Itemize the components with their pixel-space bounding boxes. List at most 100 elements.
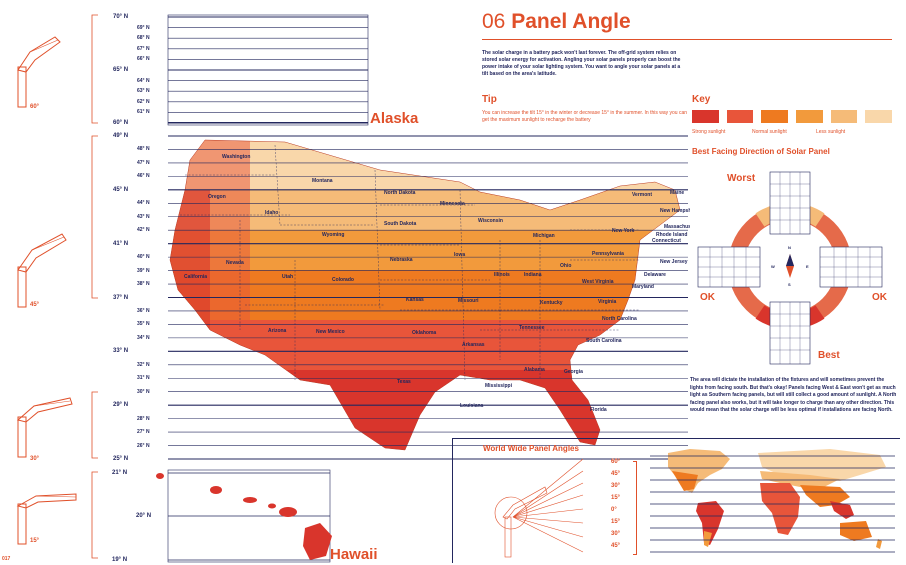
tip-text: You can increase the tilt 15° in the win… (482, 110, 688, 123)
worldwide-angle-diagram (494, 458, 584, 558)
us-lat-label: 44° N (137, 200, 150, 207)
state-label: Arizona (268, 328, 287, 334)
us-lat-label: 34° N (137, 334, 150, 341)
world-map (650, 449, 895, 553)
state-label: Florida (590, 407, 607, 413)
compass-e: E (806, 264, 809, 269)
alaska-label: Alaska (370, 110, 419, 127)
state-label: Utah (282, 274, 293, 280)
angle-label-60: 60° (30, 104, 40, 110)
state-label: Georgia (564, 369, 583, 375)
us-lat-label: 47° N (137, 159, 150, 166)
state-label: Nevada (226, 260, 244, 266)
state-label: Mississippi (485, 383, 513, 389)
alaska-lat-label: 69° N (137, 24, 150, 31)
worldwide-lat-label: 0° (611, 507, 617, 513)
state-label: Indiana (524, 272, 542, 278)
state-label: Connecticut (652, 238, 681, 244)
worldwide-heading: World Wide Panel Angles (483, 444, 579, 453)
title-number: 06 (482, 10, 506, 33)
key-swatch (761, 110, 789, 123)
usa-map: Washington Oregon California Idaho Nevada Mon… (168, 135, 690, 460)
us-lat-label: 36° N (137, 307, 150, 314)
compass-w: W (771, 264, 775, 269)
state-label: Louisiana (460, 403, 484, 409)
hawaii-lat-19: 19° N (112, 557, 128, 563)
state-label: Vermont (632, 192, 652, 198)
state-label: Wisconsin (478, 218, 503, 224)
compass-n: N (788, 245, 791, 250)
state-label: Colorado (332, 277, 354, 283)
worldwide-lat-label: 45° (611, 543, 621, 549)
key-label-strong: Strong sunlight (692, 129, 726, 135)
alaska-lat-label: 63° N (137, 88, 150, 95)
state-label: New York (612, 228, 635, 234)
key-swatches (692, 110, 893, 124)
us-lat-label: 37° N (113, 294, 129, 301)
usa-panel: Washington Oregon California Idaho Nevada Mon… (100, 130, 690, 470)
state-label: Delaware (644, 272, 666, 278)
angle-label-15: 15° (30, 538, 40, 544)
key-swatch (796, 110, 823, 123)
state-label: New Jersey (660, 259, 688, 265)
state-label: California (184, 274, 207, 280)
key-swatch (692, 110, 719, 123)
state-label: Massachusetts (664, 224, 690, 230)
us-lat-label: 26° N (137, 442, 150, 449)
state-label: New Hampshire (660, 208, 690, 214)
us-lat-label: 40° N (137, 254, 150, 261)
us-lat-label: 42° N (137, 227, 150, 234)
facing-diagram (697, 171, 883, 365)
alaska-panel: 70° N 69° N 68° N 67° N 66° N 65° N 64° N 63° N… (100, 10, 440, 128)
state-label: Washington (222, 154, 250, 160)
state-label: Arkansas (462, 342, 485, 348)
worldwide-lat-label: 30° (611, 531, 621, 537)
state-label: South Carolina (586, 338, 622, 344)
us-lat-label: 25° N (113, 456, 129, 462)
key-swatch (865, 110, 893, 123)
state-label: Missouri (458, 298, 479, 304)
key-label-normal: Normal sunlight (752, 129, 787, 135)
facing-note-text: The area will dictate the installation o… (690, 377, 897, 413)
alaska-map (167, 14, 369, 126)
title: 06 Panel Angle (482, 10, 631, 34)
us-lat-label: 39° N (137, 267, 150, 274)
us-lat-label: 49° N (113, 133, 129, 139)
facing-worst: Worst (727, 173, 756, 184)
us-lat-label: 32° N (137, 361, 150, 368)
us-lat-label: 41° N (113, 240, 129, 247)
us-lat-label: 27° N (137, 429, 150, 436)
us-lat-label: 48° N (137, 146, 150, 153)
us-lat-label: 46° N (137, 173, 150, 180)
hawaii-lat-21: 21° N (112, 470, 128, 476)
alaska-lat-label: 62° N (137, 98, 150, 105)
state-label: West Virginia (582, 279, 614, 285)
state-label: Texas (397, 379, 411, 385)
state-label: North Carolina (602, 316, 637, 322)
state-label: Rhode Island (656, 232, 687, 238)
state-label: Pennsylvania (592, 251, 624, 257)
key-heading: Key (692, 94, 711, 105)
state-label: New Mexico (316, 329, 345, 335)
state-label: Maine (670, 190, 684, 196)
compass-s: S (788, 282, 791, 287)
tip-heading: Tip (482, 94, 497, 105)
state-label: Ohio (560, 263, 571, 269)
latitude-brackets (91, 14, 98, 559)
state-label: Kansas (406, 297, 424, 303)
state-label: Minnesota (440, 201, 465, 207)
alaska-lat-label: 68° N (137, 35, 150, 42)
light-fixture-icon (16, 493, 77, 545)
us-lat-label: 43° N (137, 213, 150, 220)
facing-heading: Best Facing Direction of Solar Panel (692, 147, 830, 156)
key-swatch (830, 110, 858, 123)
us-lat-label: 38° N (137, 281, 150, 288)
worldwide-lat-label: 15° (611, 519, 621, 525)
key-label-less: Less sunlight (816, 129, 846, 135)
key-swatch (726, 110, 754, 123)
state-label: South Dakota (384, 221, 416, 227)
angle-label-45: 45° (30, 302, 40, 308)
light-fixture-icon (17, 36, 61, 108)
alaska-lat-label: 70° N (113, 14, 129, 20)
state-label: Wyoming (322, 232, 344, 238)
